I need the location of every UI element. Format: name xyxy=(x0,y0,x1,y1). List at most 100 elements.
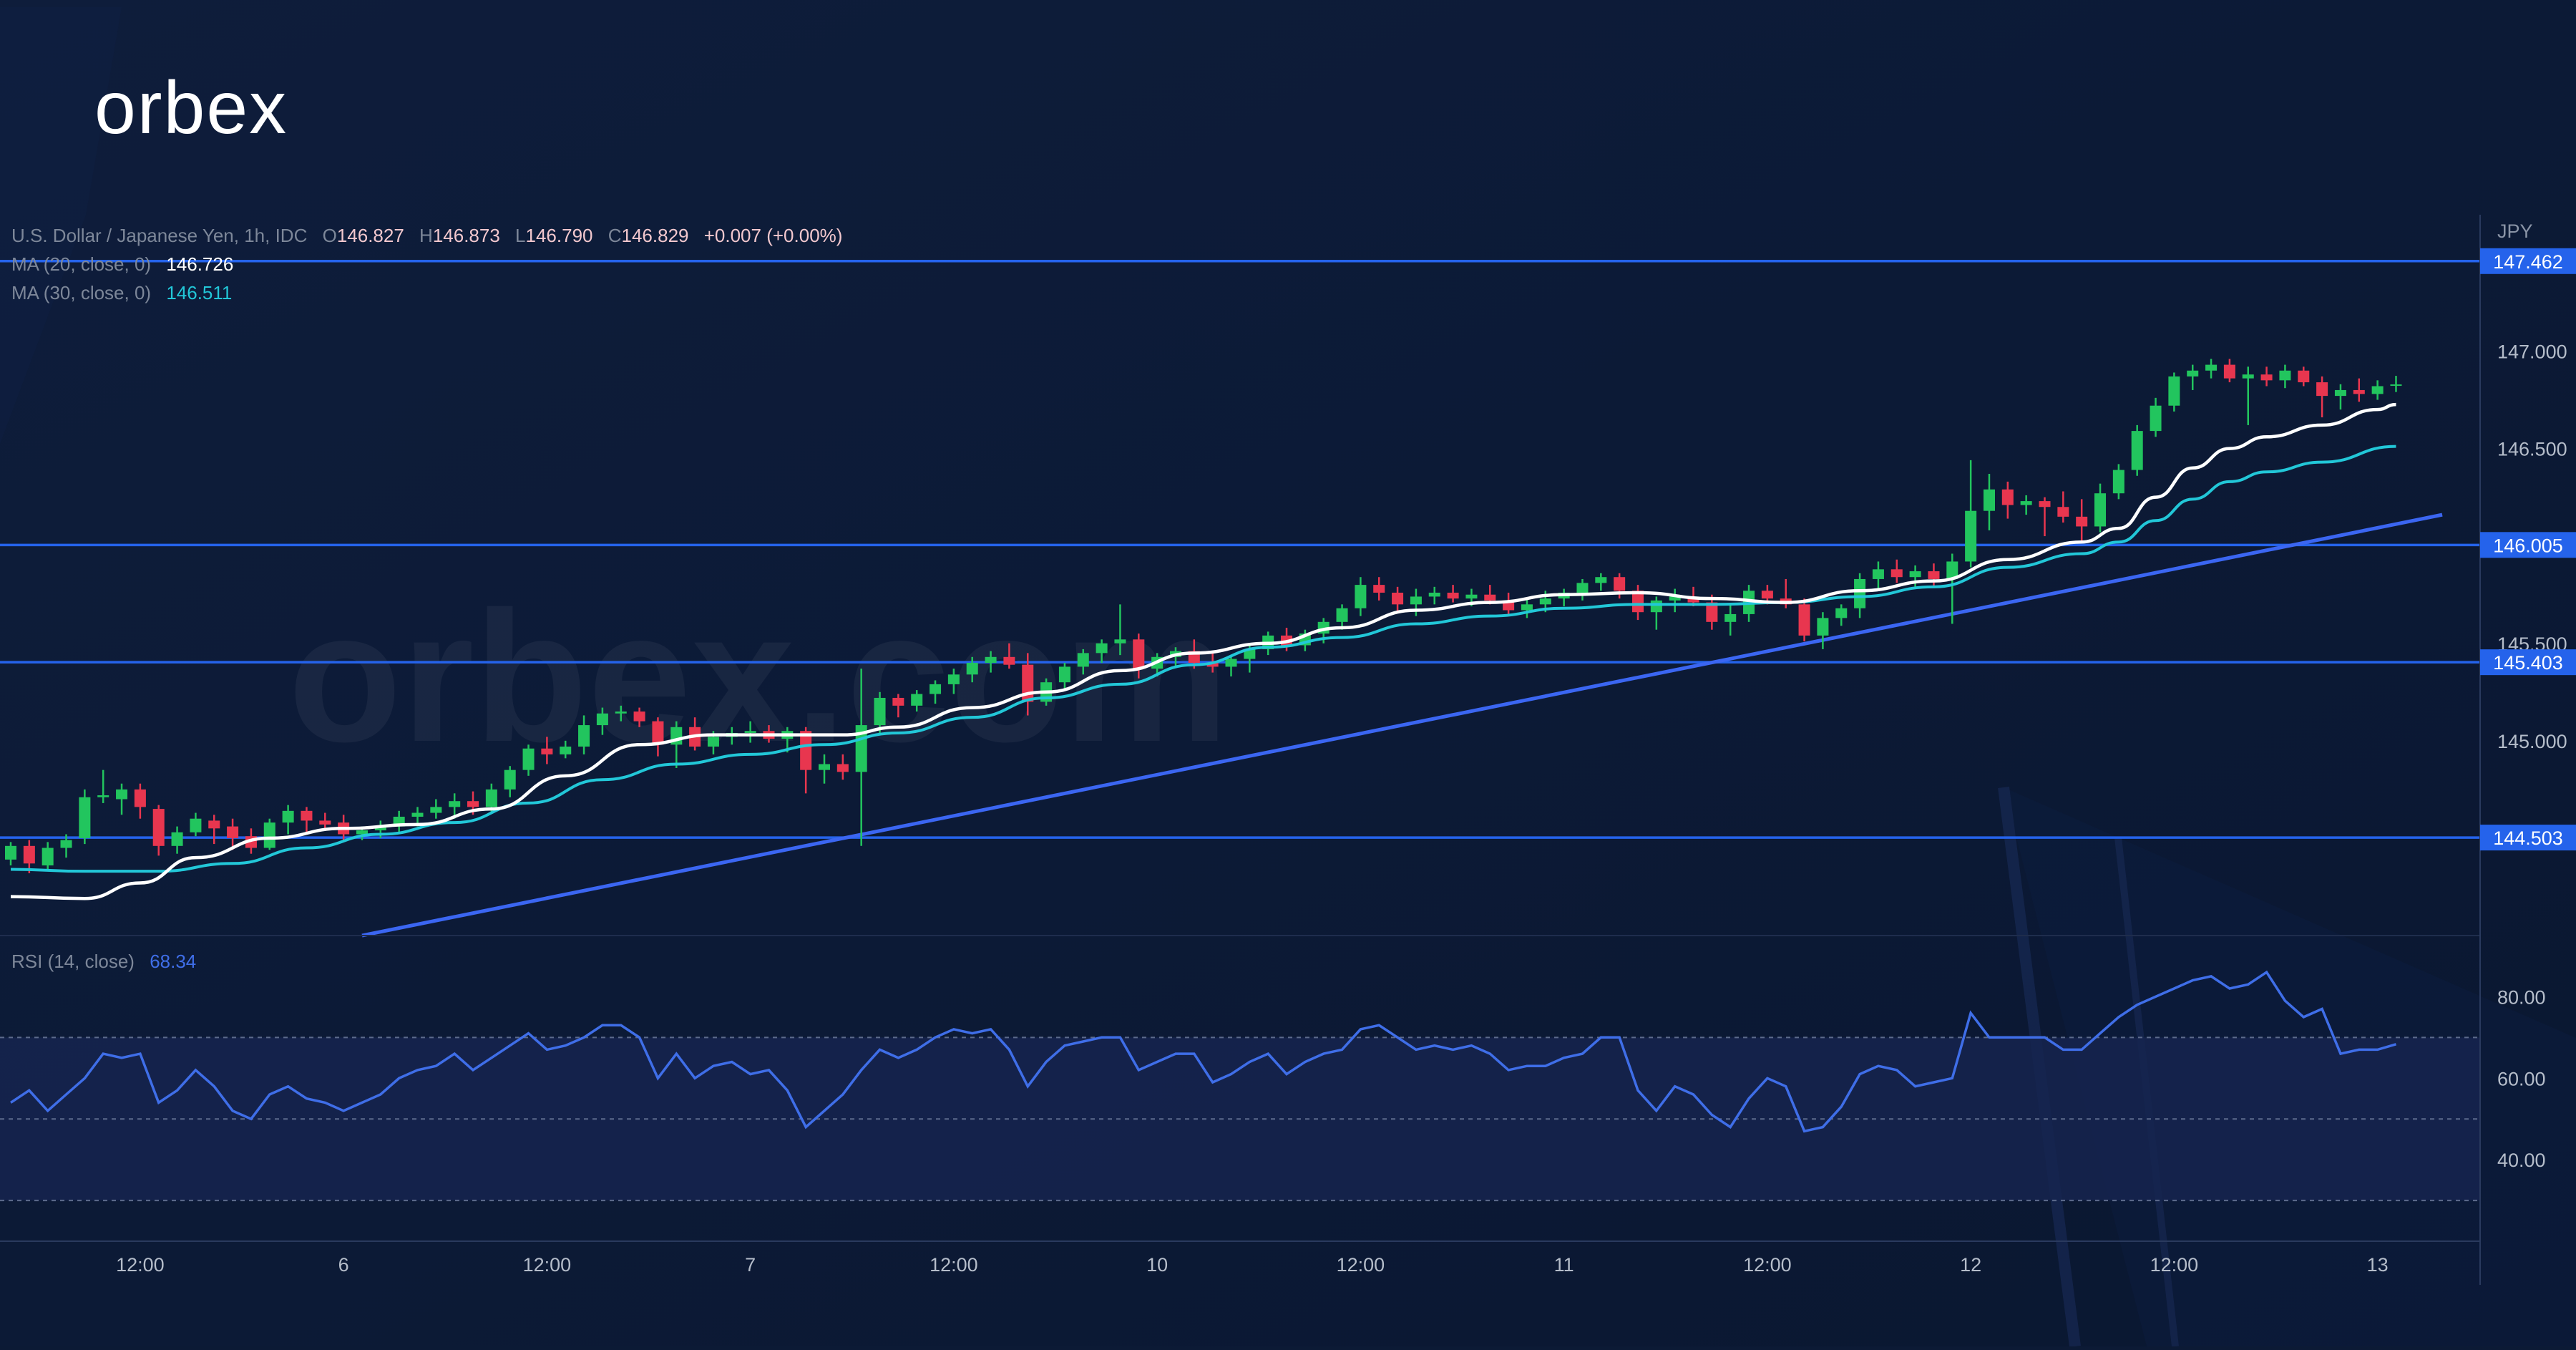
candle-body xyxy=(1928,571,1940,579)
candle-body xyxy=(930,684,942,694)
time-axis: 12:00 6 12:00 7 12:00 10 12:00 11 12:00 12 12:00 13 xyxy=(116,1254,2389,1276)
candle xyxy=(1669,588,1681,613)
price-tick-3: 145.000 xyxy=(2497,731,2567,752)
candle xyxy=(1890,559,1903,583)
candle xyxy=(190,812,202,837)
candle-body xyxy=(2334,389,2346,397)
trendline[interactable] xyxy=(361,513,2443,938)
time-tick-8: 12:00 xyxy=(1743,1254,1792,1276)
candle xyxy=(2131,424,2143,476)
candle xyxy=(985,651,997,673)
candle xyxy=(1835,604,1848,626)
level-tag-3 xyxy=(2480,825,2576,851)
candle-body xyxy=(578,725,590,747)
candle-body xyxy=(1133,639,1145,669)
candle-body xyxy=(411,812,424,817)
candle-body xyxy=(1336,608,1348,622)
legend-symbol: U.S. Dollar / Japanese Yen, 1h, IDC xyxy=(11,225,307,246)
candle-body xyxy=(1669,596,1681,601)
candle xyxy=(652,717,664,757)
candle xyxy=(1428,586,1440,605)
candle-body xyxy=(190,818,202,832)
rsi-panel xyxy=(0,970,2480,1202)
candle xyxy=(42,842,54,870)
candle-body xyxy=(892,697,904,706)
candle-body xyxy=(1225,659,1237,667)
candle-body xyxy=(2260,374,2273,381)
legend-row-rsi: RSI (14, close) 68.34 xyxy=(11,951,196,972)
rsi-tick-2: 40.00 xyxy=(2497,1150,2546,1171)
logo-text: orbex xyxy=(94,67,288,150)
rsi-axis: 80.00 60.00 40.00 xyxy=(2497,986,2546,1171)
candle-body xyxy=(652,721,664,745)
candle xyxy=(1336,604,1348,630)
candle-body xyxy=(2001,489,2014,505)
candle-body xyxy=(2298,370,2310,383)
level-tag-label-3: 144.503 xyxy=(2493,827,2563,849)
time-tick-6: 12:00 xyxy=(1337,1254,1385,1276)
candle-body xyxy=(2353,389,2365,394)
candle xyxy=(2020,495,2032,515)
candle xyxy=(2279,364,2291,389)
candle xyxy=(2316,376,2328,418)
candle xyxy=(1946,553,1958,624)
candle-body xyxy=(1392,592,1404,605)
candle xyxy=(1003,643,1015,669)
candle xyxy=(301,807,313,835)
candle-body xyxy=(1373,585,1385,593)
candle-body xyxy=(301,810,313,821)
candle xyxy=(818,754,831,784)
candle xyxy=(1077,649,1089,675)
price-tick-1: 146.500 xyxy=(2497,439,2567,460)
candle xyxy=(1798,598,1810,642)
candle-body xyxy=(744,731,756,733)
candle-body xyxy=(1077,653,1089,667)
legend-row-symbol: U.S. Dollar / Japanese Yen, 1h, IDC O146… xyxy=(11,225,842,246)
candle-body xyxy=(2371,386,2384,394)
candle xyxy=(23,840,35,873)
candle-body xyxy=(2076,516,2088,527)
candle-body xyxy=(449,801,461,807)
candle-body xyxy=(1576,583,1589,593)
time-tick-11: 13 xyxy=(2367,1254,2389,1276)
candle-body xyxy=(1724,613,1737,622)
candle xyxy=(504,766,516,797)
candle xyxy=(1133,633,1145,679)
candle xyxy=(1521,598,1533,618)
candle-body xyxy=(2057,507,2069,517)
candle xyxy=(2353,378,2365,402)
orbex-logo: orbex xyxy=(94,67,288,150)
candle-body xyxy=(966,662,978,675)
time-tick-9: 12 xyxy=(1960,1254,1981,1276)
candle xyxy=(1225,655,1237,677)
horizontal-levels xyxy=(0,260,2480,839)
candle-body xyxy=(1631,591,1644,613)
candle xyxy=(2298,366,2310,387)
candle xyxy=(1817,612,1829,649)
candle-body xyxy=(1484,594,1496,601)
time-tick-2: 12:00 xyxy=(523,1254,572,1276)
candle-body xyxy=(208,820,220,829)
candle xyxy=(1928,563,1940,587)
candle xyxy=(430,799,442,819)
rsi-reference-lines xyxy=(0,1036,2480,1202)
candle-body xyxy=(1521,604,1533,611)
candle xyxy=(2260,366,2273,387)
level-tag-1 xyxy=(2480,532,2576,558)
candle-body xyxy=(1595,577,1607,583)
candle-body xyxy=(1872,569,1884,579)
candle-body xyxy=(1003,656,1015,665)
candle xyxy=(2001,481,2014,519)
candle-body xyxy=(2187,370,2199,377)
candles xyxy=(4,359,2402,873)
candle xyxy=(4,842,17,866)
candle xyxy=(522,744,535,776)
candle-body xyxy=(1946,561,1958,579)
candle xyxy=(633,707,645,727)
candle-body xyxy=(79,797,91,838)
candle-body xyxy=(2242,374,2254,379)
candle xyxy=(1576,578,1589,601)
candle xyxy=(208,815,220,845)
candle xyxy=(541,737,553,764)
